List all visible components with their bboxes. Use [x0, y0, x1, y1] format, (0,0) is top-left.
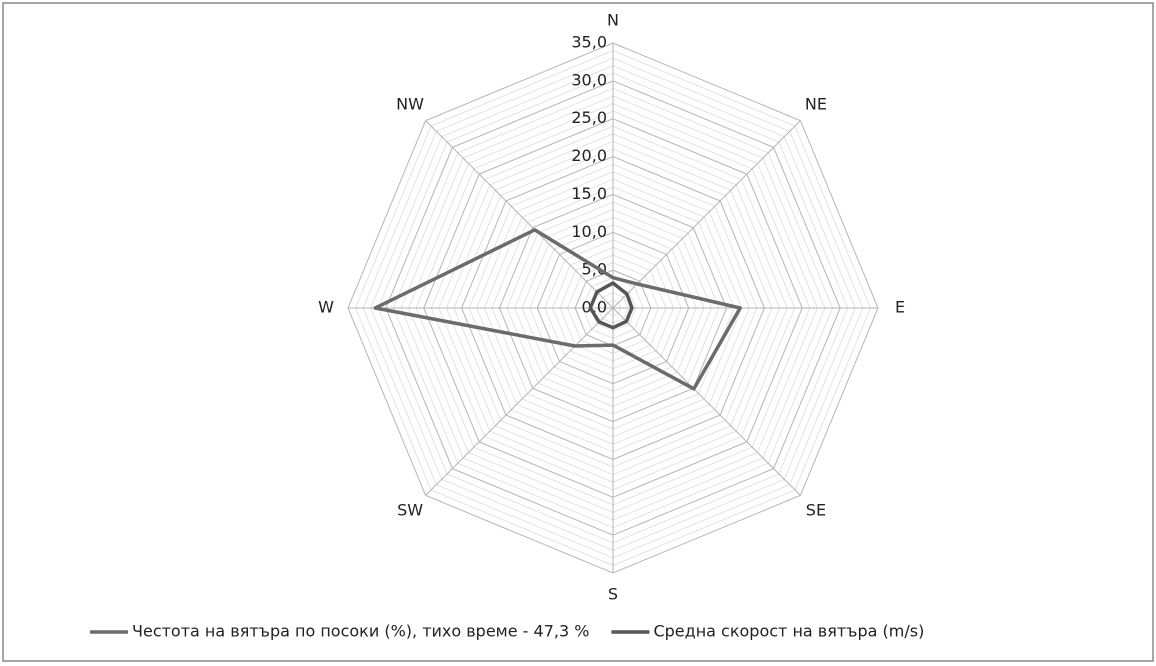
- y-tick-label: 15,0: [571, 184, 607, 203]
- legend-label: Честота на вятъра по посоки (%), тихо вр…: [132, 622, 589, 641]
- category-label: E: [895, 298, 905, 317]
- y-tick-label: 10,0: [571, 222, 607, 241]
- series-line: [588, 281, 634, 330]
- spoke: [612, 120, 801, 309]
- spoke: [425, 120, 614, 309]
- spoke: [612, 307, 801, 496]
- category-label: SE: [806, 500, 826, 519]
- category-label: SW: [397, 500, 423, 519]
- legend-label: Средна скорост на вятъра (m/s): [653, 622, 924, 641]
- y-tick-label: 30,0: [571, 70, 607, 89]
- category-label: W: [318, 298, 334, 317]
- category-label: NW: [396, 95, 424, 114]
- y-tick-label: 25,0: [571, 108, 607, 127]
- y-tick-label: 0,0: [582, 298, 607, 317]
- y-tick-label: 20,0: [571, 146, 607, 165]
- y-tick-label: 35,0: [571, 33, 607, 52]
- category-label: S: [608, 585, 618, 604]
- spoke: [425, 307, 614, 496]
- category-label: N: [607, 11, 619, 30]
- category-label: NE: [805, 95, 827, 114]
- series-line: [373, 228, 742, 391]
